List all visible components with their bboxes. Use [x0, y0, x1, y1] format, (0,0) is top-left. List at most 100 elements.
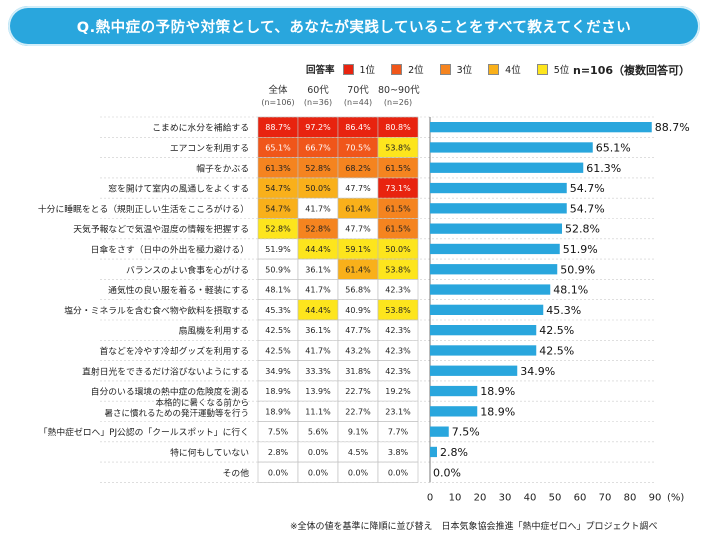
table-cell-value: 2.8%: [268, 448, 289, 457]
x-tick-label: 50: [549, 492, 562, 503]
table-cell-value: 0.0%: [308, 448, 329, 457]
bar: [430, 162, 584, 173]
table-cell-value: 50.0%: [385, 245, 411, 254]
bar-value-label: 7.5%: [452, 426, 480, 439]
column-header-label: 60代: [307, 85, 329, 96]
legend-swatch-5: [536, 63, 548, 75]
x-tick-label: 10: [449, 492, 462, 503]
category-label: 本格的に暑くなる前から: [155, 397, 249, 408]
table-cell-value: 42.3%: [385, 286, 411, 295]
table-cell-value: 97.2%: [305, 123, 331, 132]
table-cell-value: 47.7%: [345, 184, 371, 193]
category-label: その他: [223, 467, 250, 479]
column-header-70s: 70代 (n=44): [338, 85, 378, 109]
legend-swatch-4: [488, 63, 500, 75]
category-label: 暑さに慣れるための発汗運動等を行う: [104, 408, 249, 419]
bar: [430, 325, 537, 336]
table-cell-value: 23.1%: [385, 407, 411, 416]
bar: [430, 385, 478, 397]
table-cell-value: 5.6%: [308, 428, 329, 437]
table-cell-value: 70.5%: [345, 143, 371, 152]
column-header-80-90s: 80~90代 (n=26): [378, 85, 420, 109]
column-header-label: 70代: [347, 85, 369, 96]
category-label: 天気予報などで気温や湿度の情報を把握する: [73, 223, 249, 235]
table-cell-value: 53.8%: [385, 265, 411, 274]
bar-value-label: 18.9%: [480, 405, 515, 418]
table-cell-value: 65.1%: [265, 143, 291, 152]
category-label: 通気性の良い服を着る・軽装にする: [108, 284, 249, 296]
category-label: 窓を開けて室内の風通しをよくする: [108, 183, 249, 195]
bar: [430, 243, 560, 255]
x-tick-label: 90: [649, 492, 662, 503]
table-cell-value: 53.8%: [385, 143, 411, 152]
table-cell-value: 36.1%: [305, 326, 331, 335]
table-cell-value: 22.7%: [345, 387, 371, 396]
table-cell-value: 48.1%: [265, 286, 291, 295]
x-tick-label: 70: [599, 492, 612, 503]
question-text: Q.熱中症の予防や対策として、あなたが実践していることをすべて教えてください: [76, 19, 632, 36]
bar: [430, 182, 567, 194]
column-header-label: 全体: [268, 85, 288, 96]
table-cell-value: 61.5%: [385, 164, 411, 173]
legend-text-5: 5位: [553, 65, 570, 76]
bar: [430, 304, 544, 315]
category-label: こまめに水分を補給する: [152, 122, 249, 134]
table-cell-value: 52.8%: [305, 164, 331, 173]
bar-value-label: 54.7%: [570, 202, 605, 215]
category-label: エアコンを利用する: [170, 142, 249, 154]
x-tick-label: 0: [427, 492, 433, 503]
table-cell-value: 43.2%: [345, 346, 371, 355]
table-cell-value: 44.4%: [305, 245, 331, 254]
table-cell-value: 53.8%: [385, 306, 411, 315]
table-cell-value: 52.8%: [305, 225, 331, 234]
bar-value-label: 0.0%: [433, 466, 461, 479]
bar: [430, 122, 652, 133]
category-label: 塩分・ミネラルを含む食べ物や飲料を摂取する: [64, 304, 249, 316]
table-cell-value: 54.7%: [265, 204, 291, 213]
category-label: バランスのよい食事を心がける: [126, 264, 249, 276]
column-header-label: 80~90代: [378, 85, 420, 96]
category-label: 特に何もしていない: [170, 446, 249, 458]
table-cell-value: 59.1%: [345, 245, 371, 254]
category-label: 直射日光をできるだけ浴びないようにする: [82, 365, 249, 377]
table-cell-value: 4.5%: [348, 448, 369, 457]
table-cell-value: 19.2%: [385, 387, 411, 396]
table-cell-value: 50.0%: [305, 184, 331, 193]
bar-value-label: 48.1%: [553, 284, 588, 297]
table-cell-value: 47.7%: [345, 225, 371, 234]
legend-label: 回答率: [306, 65, 335, 76]
x-tick-label: 30: [499, 492, 512, 503]
column-header-60s: 60代 (n=36): [298, 85, 338, 109]
legend-swatch-3: [439, 63, 451, 75]
legend-text-2: 2位: [408, 65, 424, 76]
legend-swatch-2: [391, 63, 403, 75]
column-header-all: 全体 (n=106): [258, 85, 298, 109]
bar: [430, 203, 567, 214]
table-cell-value: 47.7%: [345, 326, 371, 335]
bar-value-label: 52.8%: [565, 223, 600, 236]
table-cell-value: 0.0%: [348, 468, 369, 477]
x-tick-label: 40: [524, 492, 537, 503]
bar: [430, 264, 558, 275]
legend-swatch-1: [342, 63, 354, 75]
table-cell-value: 80.8%: [385, 123, 411, 132]
bar-value-label: 88.7%: [655, 121, 690, 134]
table-cell-value: 44.4%: [305, 306, 331, 315]
table-cell-value: 66.7%: [305, 143, 331, 152]
table-cell-value: 41.7%: [305, 286, 331, 295]
x-tick-label: 20: [474, 492, 487, 503]
bar-value-label: 34.9%: [520, 365, 555, 378]
table-cell-value: 11.1%: [305, 407, 331, 416]
bar: [430, 345, 537, 356]
bar-value-label: 42.5%: [539, 344, 574, 357]
footnote: ※全体の値を基準に降順に並び替え 日本気象協会推進「熱中症ゼロへ」プロジェクト調…: [290, 522, 658, 532]
table-cell-value: 86.4%: [345, 123, 371, 132]
table-cell-value: 41.7%: [305, 346, 331, 355]
table-cell-value: 34.9%: [265, 367, 291, 376]
category-label: 扇風機を利用する: [179, 325, 249, 337]
bar-value-label: 45.3%: [546, 304, 581, 317]
bar: [430, 365, 518, 376]
bar: [430, 142, 593, 153]
